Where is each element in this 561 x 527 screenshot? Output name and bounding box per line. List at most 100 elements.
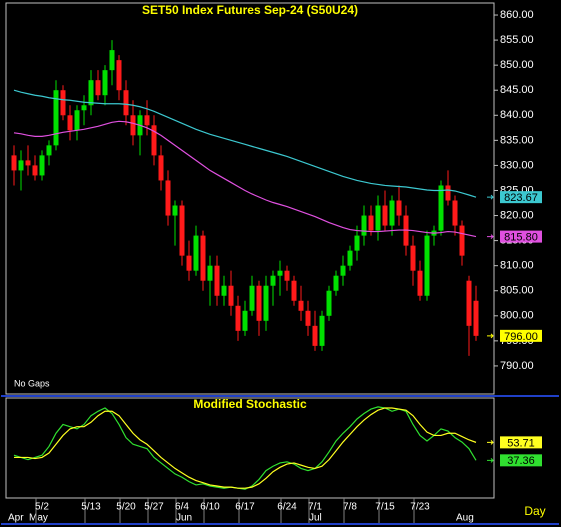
candle-body bbox=[221, 285, 227, 296]
value-tag bbox=[500, 329, 542, 342]
x-tick-label: 7/23 bbox=[410, 502, 430, 513]
y-tick-label: 850.00 bbox=[500, 59, 534, 71]
chart-title: SET50 Index Futures Sep-24 (S50U24) bbox=[142, 3, 358, 17]
y-tick-label: 820.00 bbox=[500, 209, 534, 221]
candle-body bbox=[459, 225, 465, 256]
candle-body bbox=[81, 105, 87, 111]
candle-body bbox=[130, 115, 136, 136]
value-tag bbox=[500, 454, 542, 467]
candle-body bbox=[340, 265, 346, 276]
candle-body bbox=[354, 235, 360, 251]
value-tag bbox=[500, 436, 542, 449]
value-tag-label: 53.71 bbox=[507, 437, 535, 449]
candle-body bbox=[165, 180, 171, 216]
candle-body bbox=[193, 235, 199, 271]
value-tag-label: 37.36 bbox=[507, 455, 535, 467]
candle-body bbox=[361, 215, 367, 236]
candle-body bbox=[158, 155, 164, 181]
x-tick-label: 6/24 bbox=[277, 502, 297, 513]
candle-body bbox=[46, 145, 52, 156]
x-tick-label: 7/1 bbox=[308, 502, 322, 513]
candle-body bbox=[186, 255, 192, 271]
x-tick-label: 7/15 bbox=[375, 502, 395, 513]
candle-body bbox=[242, 310, 248, 331]
candle-body bbox=[277, 270, 283, 276]
candle-body bbox=[11, 155, 17, 171]
tag-arrow bbox=[487, 333, 494, 339]
candle-body bbox=[214, 265, 220, 296]
candle-body bbox=[305, 310, 311, 326]
candle-body bbox=[333, 275, 339, 291]
y-tick-label: 810.00 bbox=[500, 260, 534, 272]
value-tag bbox=[500, 230, 542, 243]
tag-arrow bbox=[487, 234, 494, 239]
candle-body bbox=[116, 60, 122, 91]
candle-body bbox=[410, 245, 416, 271]
month-label: Jun bbox=[176, 513, 192, 524]
candle-body bbox=[270, 275, 276, 286]
candle-body bbox=[466, 280, 472, 326]
candle-body bbox=[256, 285, 262, 321]
x-tick-label: 6/17 bbox=[235, 502, 255, 513]
tag-arrow bbox=[487, 194, 494, 200]
candle-body bbox=[389, 200, 395, 226]
month-label: Apr bbox=[8, 513, 24, 524]
candle-body bbox=[179, 205, 185, 256]
candle-body bbox=[25, 160, 31, 166]
candle-body bbox=[473, 300, 479, 336]
candle-body bbox=[18, 160, 24, 171]
tag-arrow bbox=[487, 440, 494, 445]
candle-body bbox=[151, 125, 157, 156]
y-tick-label: 835.00 bbox=[500, 134, 534, 146]
moving-average bbox=[13, 89, 477, 198]
candle-body bbox=[102, 70, 108, 96]
x-tick-label: 5/20 bbox=[116, 502, 136, 513]
candle-body bbox=[74, 110, 80, 131]
candle-body bbox=[452, 200, 458, 226]
candle-body bbox=[396, 200, 402, 216]
y-tick-label: 790.00 bbox=[500, 360, 534, 372]
candle-body bbox=[249, 285, 255, 311]
value-tag-label: 823.67 bbox=[504, 192, 538, 204]
stoch-panel bbox=[5, 397, 495, 499]
candle-body bbox=[172, 205, 178, 216]
x-tick-label: 7/8 bbox=[343, 502, 357, 513]
y-tick-label: 845.00 bbox=[500, 84, 534, 96]
month-label: Jul bbox=[309, 513, 322, 524]
candle-body bbox=[326, 290, 332, 316]
candle-body bbox=[144, 115, 150, 126]
candle-body bbox=[319, 315, 325, 346]
x-tick-label: 5/2 bbox=[35, 502, 49, 513]
candle-body bbox=[263, 285, 269, 321]
candle-body bbox=[95, 80, 101, 96]
candle-body bbox=[235, 305, 241, 331]
candle-body bbox=[53, 90, 59, 146]
value-tag bbox=[500, 191, 542, 204]
value-tag-label: 815.80 bbox=[504, 232, 538, 244]
tag-arrow bbox=[487, 457, 494, 463]
x-tick-label: 5/27 bbox=[144, 502, 164, 513]
candle-body bbox=[417, 270, 423, 296]
month-label: May bbox=[29, 513, 48, 524]
candle-body bbox=[424, 235, 430, 296]
candle-body bbox=[291, 280, 297, 301]
y-tick-label: 805.00 bbox=[500, 285, 534, 297]
x-tick-label: 6/10 bbox=[200, 502, 220, 513]
candle-body bbox=[207, 265, 213, 281]
candle-body bbox=[88, 80, 94, 106]
separator bbox=[1, 395, 559, 397]
y-tick-label: 830.00 bbox=[500, 159, 534, 171]
value-tag-label: 796.00 bbox=[504, 331, 538, 343]
candle-body bbox=[109, 50, 115, 71]
candle-body bbox=[284, 270, 290, 281]
candle-body bbox=[382, 205, 388, 226]
candle-body bbox=[200, 235, 206, 281]
candle-body bbox=[445, 185, 451, 201]
note: No Gaps bbox=[14, 378, 50, 388]
y-tick-label: 800.00 bbox=[500, 310, 534, 322]
candle-body bbox=[375, 205, 381, 231]
candle-body bbox=[368, 215, 374, 231]
moving-average bbox=[13, 120, 477, 238]
month-label: Aug bbox=[456, 513, 474, 524]
candle-body bbox=[347, 250, 353, 266]
